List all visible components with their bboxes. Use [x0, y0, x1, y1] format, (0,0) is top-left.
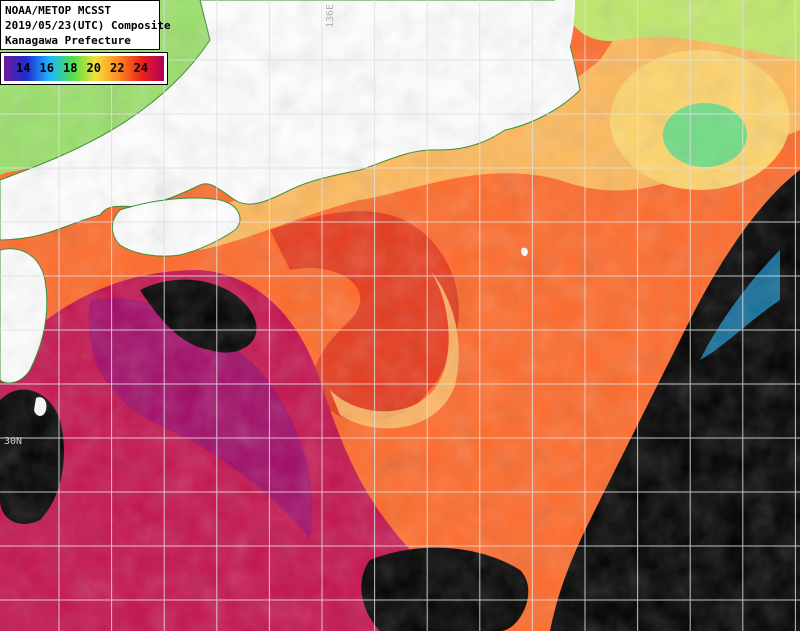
map-info-panel: NOAA/METOP MCSST 2019/05/23(UTC) Composi…	[0, 0, 171, 50]
legend-label: 24	[133, 61, 148, 75]
data-region: Kanagawa Prefecture	[5, 34, 131, 47]
latitude-label-30n: 30N	[4, 436, 22, 447]
data-source: NOAA/METOP MCSST	[5, 4, 111, 17]
temperature-legend: 14 16 18 20 22 24	[0, 52, 168, 85]
legend-label: 14	[16, 61, 31, 75]
temperature-gradient-bar	[4, 56, 164, 81]
legend-label: 16	[39, 61, 54, 75]
data-date: 2019/05/23(UTC) Composite	[5, 19, 171, 32]
longitude-label-136e: 136E	[325, 4, 336, 28]
legend-label: 22	[110, 61, 125, 75]
legend-label: 18	[63, 61, 78, 75]
legend-label: 20	[86, 61, 101, 75]
